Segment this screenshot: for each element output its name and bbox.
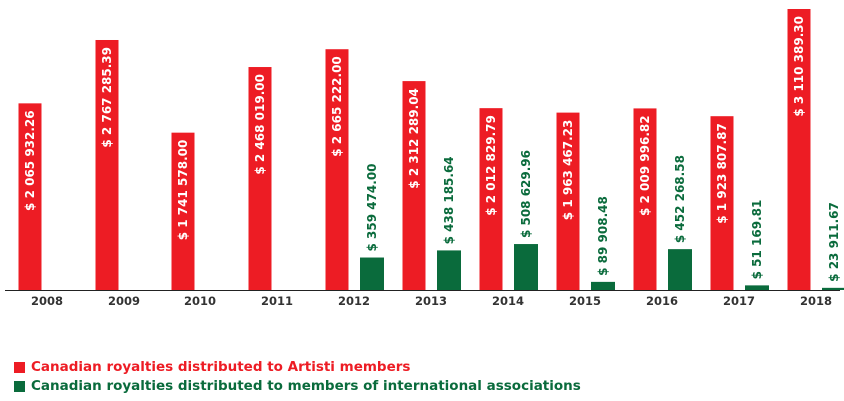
bar-artisti-2018: [787, 9, 811, 290]
data-label-artisti-2017: $ 1 923 807.87: [715, 123, 729, 224]
bar-international-2013: [437, 250, 461, 290]
bar-artisti-2015: [556, 112, 580, 290]
bar-international-2016: [668, 249, 692, 290]
data-label-international-2015: $ 89 908.48: [596, 196, 610, 276]
bar-international-2012: [360, 257, 384, 290]
data-label-artisti-2013: $ 2 312 289.04: [407, 88, 421, 189]
legend-label-international-associations: Canadian royalties distributed to member…: [31, 378, 581, 394]
bar-artisti-2008: [18, 103, 42, 291]
x-tick-label-2009: 2009: [108, 294, 140, 308]
legend-label-artisti-members: Canadian royalties distributed to Artist…: [31, 359, 411, 375]
x-tick-label-2016: 2016: [646, 294, 678, 308]
legend-swatch-green: [14, 380, 25, 392]
x-tick-label-2010: 2010: [184, 294, 216, 308]
legend-item-artisti-members: Canadian royalties distributed to Artist…: [14, 359, 410, 375]
data-label-artisti-2016: $ 2 009 996.82: [638, 115, 652, 216]
bar-artisti-2013: [402, 81, 426, 290]
bar-artisti-2012: [325, 49, 349, 291]
bar-artisti-2011: [248, 67, 272, 290]
bar-international-2014: [514, 244, 538, 290]
bar-chart: $ 2 065 932.26 2008 $ 2 767 285.39 2009 $ 1 …: [5, 9, 844, 308]
x-tick-label-2015: 2015: [569, 294, 601, 308]
x-tick-label-2012: 2012: [338, 294, 370, 308]
bar-international-2015: [591, 281, 615, 290]
data-label-artisti-2018: $ 3 110 389.30: [792, 16, 806, 117]
data-label-international-2013: $ 438 185.64: [442, 156, 456, 244]
x-tick-label-2013: 2013: [415, 294, 447, 308]
data-label-artisti-2015: $ 1 963 467.23: [561, 120, 575, 221]
data-label-artisti-2014: $ 2 012 829.79: [484, 115, 498, 216]
bar-international-2018: [822, 287, 844, 290]
data-label-international-2012: $ 359 474.00: [365, 163, 379, 251]
data-label-artisti-2009: $ 2 767 285.39: [100, 47, 114, 148]
x-tick-label-2018: 2018: [800, 294, 832, 308]
bar-artisti-2009: [95, 39, 119, 290]
x-tick-label-2017: 2017: [723, 294, 755, 308]
x-tick-label-2014: 2014: [492, 294, 524, 308]
data-label-international-2014: $ 508 629.96: [519, 150, 533, 238]
bar-international-2017: [745, 285, 769, 290]
bar-artisti-2010: [171, 132, 195, 290]
data-label-artisti-2010: $ 1 741 578.00: [176, 140, 190, 241]
x-tick-label-2011: 2011: [261, 294, 293, 308]
bar-artisti-2016: [633, 108, 657, 291]
data-label-international-2017: $ 51 169.81: [750, 200, 764, 280]
x-tick-label-2008: 2008: [31, 294, 63, 308]
data-label-artisti-2008: $ 2 065 932.26: [23, 110, 37, 211]
data-label-artisti-2011: $ 2 468 019.00: [253, 74, 267, 175]
legend-item-international-associations: Canadian royalties distributed to member…: [14, 378, 581, 394]
data-label-international-2018: $ 23 911.67: [827, 202, 841, 282]
data-label-artisti-2012: $ 2 665 222.00: [330, 56, 344, 157]
bar-artisti-2014: [479, 108, 503, 290]
bar-artisti-2017: [710, 116, 734, 290]
data-label-international-2016: $ 452 268.58: [673, 155, 687, 243]
legend-swatch-red: [14, 361, 25, 373]
